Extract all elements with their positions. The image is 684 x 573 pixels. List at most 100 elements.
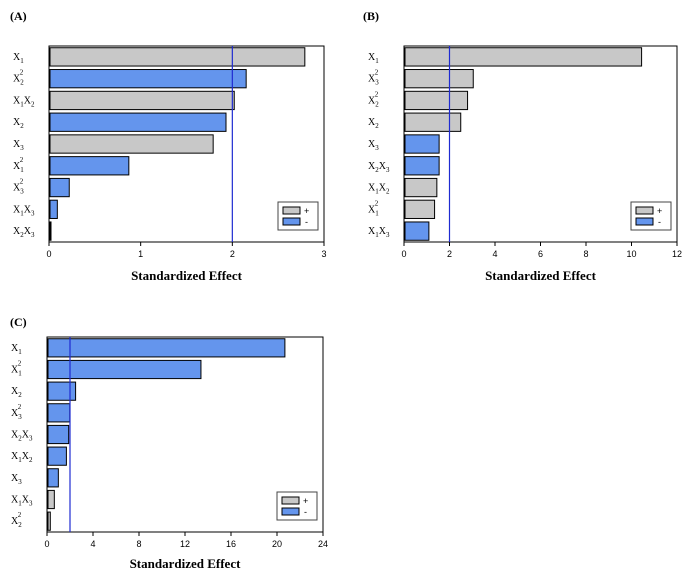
effect-bar [47,338,286,358]
x-tick-label: 4 [492,249,497,259]
effect-bar [47,381,77,401]
legend-label-negative: - [658,217,661,227]
effect-bar [49,47,306,67]
effect-bar [49,156,130,176]
x-tick-label: 6 [538,249,543,259]
category-label: X32 [13,178,24,196]
x-tick-label: 12 [672,249,682,259]
legend: +- [277,201,319,231]
category-label: X3 [13,139,24,152]
category-label: X2X3 [368,161,390,174]
category-label: X1X2 [11,451,33,464]
x-tick-label: 8 [136,539,141,549]
effect-bar [47,468,59,488]
legend-box [276,491,318,521]
legend-label-positive: + [303,496,308,506]
x-tick-label: 2 [230,249,235,259]
category-label: X12 [368,199,379,217]
category-label: X1X3 [13,204,35,217]
effect-bar [49,221,52,241]
x-tick-label: 12 [180,539,190,549]
x-axis-label: Standardized Effect [485,268,597,283]
x-tick-label: 20 [272,539,282,549]
category-label: X12 [13,156,24,174]
category-label: X22 [13,69,24,87]
category-label: X1X3 [11,495,33,508]
x-axis-label: Standardized Effect [131,268,243,283]
x-tick-label: 24 [318,539,328,549]
x-tick-label: 4 [90,539,95,549]
x-tick-label: 2 [447,249,452,259]
legend-swatch-positive [282,206,301,215]
effect-bar [404,221,430,241]
effect-bar [49,90,235,111]
category-label: X2 [368,117,379,130]
effect-bar [404,156,440,176]
effect-bar [49,112,227,132]
category-label: X2 [13,117,24,130]
effect-bar [49,199,58,219]
category-label: X1 [368,52,379,65]
x-axis-label: Standardized Effect [130,556,242,571]
legend-label-negative: - [305,217,308,227]
effect-bar [47,359,202,380]
category-label: X12 [11,360,22,378]
x-tick-label: 10 [626,249,636,259]
x-tick-label: 0 [46,249,51,259]
x-tick-label: 8 [583,249,588,259]
legend-swatch-positive [635,206,654,215]
category-label: X22 [368,90,379,108]
effect-bar [404,90,469,111]
legend-box [630,201,672,231]
category-label: X22 [11,511,22,529]
legend-swatch-positive [281,496,300,505]
legend-box [277,201,319,231]
effect-bar [47,446,67,466]
effect-bar [47,403,71,423]
category-label: X32 [368,69,379,87]
category-label: X3 [368,139,379,152]
legend-swatch-negative [282,217,301,226]
effect-bar [404,134,440,154]
effect-bar [49,134,214,154]
x-tick-label: 3 [321,249,326,259]
effect-bar [404,177,438,198]
effect-bar [404,199,436,219]
x-tick-label: 1 [138,249,143,259]
category-label: X1X2 [368,183,390,196]
legend: +- [276,491,318,521]
effect-bar [47,489,55,510]
effect-bar [47,511,51,531]
legend-label-positive: + [657,206,662,216]
category-label: X1 [11,343,22,356]
panel-c-chart: (C) X1 X12 X2 X32 X2X3 X1X2 X3 X1X3 X22 0 4 8 12 16 20 2… [10,315,328,571]
panel-label: (A) [10,9,27,23]
legend-label-positive: + [304,206,309,216]
effect-bar [404,69,474,89]
category-label: X1X2 [13,95,35,108]
category-label: X2X3 [13,226,35,239]
category-label: X3 [11,473,22,486]
x-tick-label: 16 [226,539,236,549]
category-label: X2X3 [11,430,33,443]
category-label: X1 [13,52,24,65]
category-label: X2 [11,386,22,399]
panel-label: (C) [10,315,27,329]
effect-bar [47,424,70,445]
effect-bar [49,69,247,89]
x-tick-label: 0 [401,249,406,259]
legend-label-negative: - [304,507,307,517]
legend: +- [630,201,672,231]
effect-bar [404,47,643,67]
legend-swatch-negative [281,507,300,516]
x-tick-label: 0 [44,539,49,549]
panel-label: (B) [363,9,379,23]
effect-bar [404,112,462,132]
category-label: X1X3 [368,226,390,239]
effect-bar [49,177,70,198]
legend-swatch-negative [635,217,654,226]
category-label: X32 [11,403,22,421]
